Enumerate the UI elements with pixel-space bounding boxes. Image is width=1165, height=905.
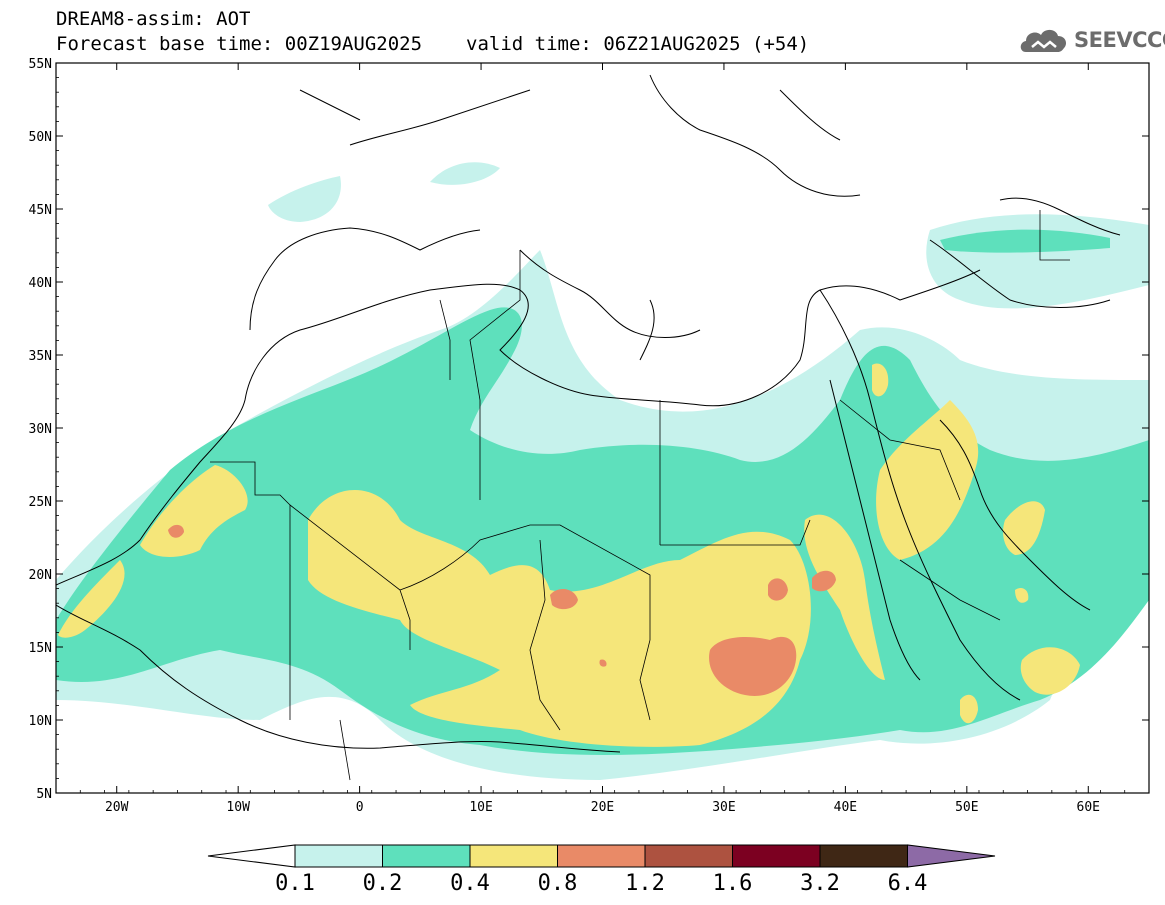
lon-tick-label: 10W	[226, 800, 250, 815]
lat-tick-label: 45N	[29, 203, 52, 218]
lat-tick-label: 15N	[29, 641, 52, 656]
colorbar-label: 0.8	[538, 871, 578, 896]
colorbar-segment	[294, 844, 383, 868]
lat-tick-label: 40N	[29, 276, 52, 291]
colorbar-segment	[557, 844, 646, 868]
lat-tick-label: 50N	[29, 130, 52, 145]
colorbar-segment	[644, 844, 733, 868]
colorbar-label: 0.1	[275, 871, 315, 896]
lat-tick-label: 20N	[29, 568, 52, 583]
lat-tick-label: 55N	[29, 57, 52, 72]
lat-tick-label: 30N	[29, 422, 52, 437]
base-time: Forecast base time: 00Z19AUG2025	[56, 33, 423, 55]
lat-tick-label: 35N	[29, 349, 52, 364]
colorbar-segment	[382, 844, 471, 868]
colorbar-label: 0.2	[363, 871, 403, 896]
lon-tick-label: 10E	[469, 800, 492, 815]
coastlines	[56, 74, 1121, 753]
colorbar-segment	[469, 844, 558, 868]
colorbar-segment	[819, 844, 908, 868]
lon-tick-label: 60E	[1077, 800, 1100, 815]
valid-time: valid time: 06Z21AUG2025 (+54)	[466, 33, 810, 55]
lat-tick-label: 25N	[29, 495, 52, 510]
lon-tick-label: 0	[356, 800, 364, 815]
forecast-times: Forecast base time: 00Z19AUG2025 valid ti…	[56, 33, 809, 55]
lat-tick-label: 5N	[36, 787, 52, 802]
country-borders	[210, 210, 1070, 781]
lon-tick-label: 20W	[105, 800, 129, 815]
aot-field	[56, 162, 1149, 780]
lon-tick-label: 30E	[712, 800, 735, 815]
seevccc-logo: SEEVCCC	[1018, 22, 1165, 58]
longitude-axis: 20W 10W 0 10E 20E 30E 40E 50E 60E	[55, 63, 1150, 815]
latitude-axis: 5N 10N 15N 20N 25N 30N 35N 40N 45N 50N 55N	[29, 57, 1149, 802]
lon-tick-label: 20E	[591, 800, 614, 815]
colorbar-segment	[732, 844, 821, 868]
lon-tick-label: 50E	[955, 800, 978, 815]
lon-tick-label: 40E	[834, 800, 857, 815]
colorbar-label: 0.4	[450, 871, 490, 896]
aot-band-0.8	[168, 524, 836, 696]
colorbar-over-triangle	[907, 844, 996, 868]
map-title: DREAM8-assim: AOT	[56, 8, 251, 30]
colorbar-label: 6.4	[888, 871, 928, 896]
lat-tick-label: 10N	[29, 714, 52, 729]
colorbar-label: 3.2	[800, 871, 840, 896]
cloud-icon	[1020, 29, 1066, 52]
colorbar-under-triangle	[207, 844, 296, 868]
aot-band-0.4	[58, 363, 1080, 747]
colorbar-label: 1.6	[713, 871, 753, 896]
logo-text: SEEVCCC	[1074, 28, 1165, 52]
colorbar: 0.1 0.2 0.4 0.8 1.2 1.6 3.2 6.4	[207, 844, 996, 896]
colorbar-label: 1.2	[625, 871, 665, 896]
